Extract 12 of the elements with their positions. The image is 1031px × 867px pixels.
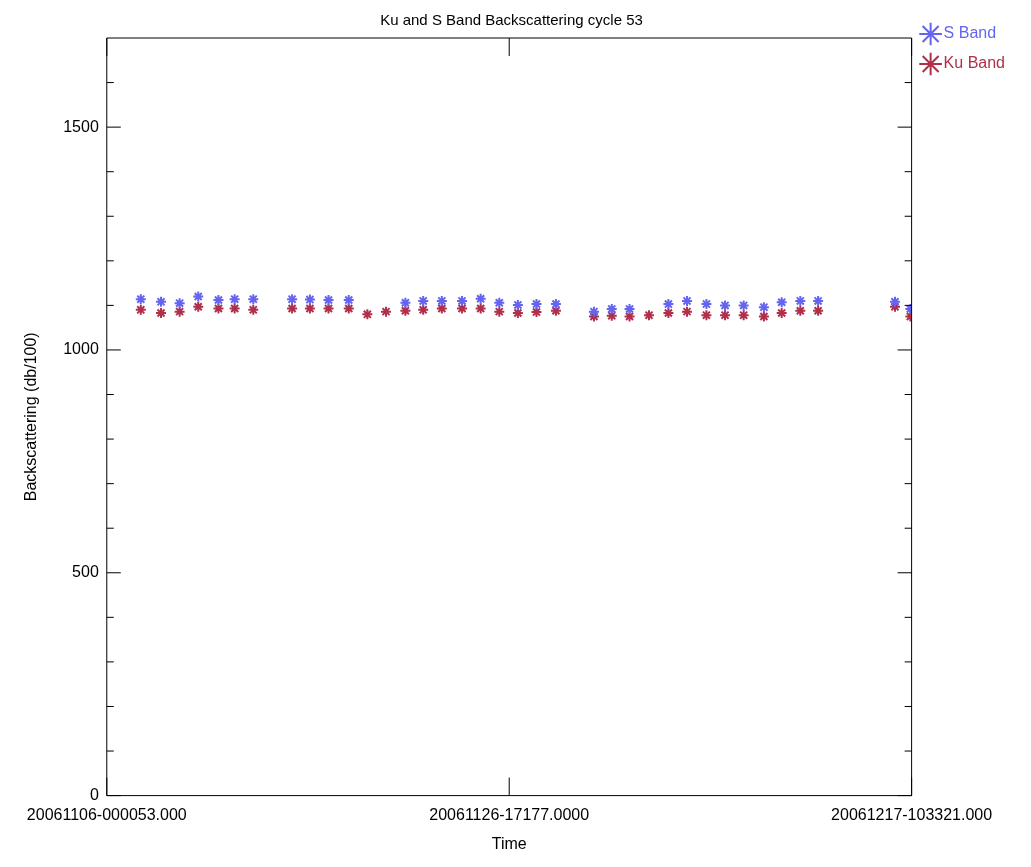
y-tick-label: 500 (72, 563, 99, 581)
y-axis-title: Backscattering (db/100) (22, 332, 40, 502)
y-tick-label: 1500 (63, 117, 99, 135)
y-tick-label: 1000 (63, 340, 99, 358)
x-tick-label: 20061126-17177.0000 (429, 805, 590, 823)
x-tick-label: 20061106-000053.000 (26, 805, 187, 823)
x-tick-label: 20061217-103321.000 (831, 805, 993, 823)
legend-label: S Band (943, 24, 997, 42)
legend-label: Ku Band (943, 54, 1006, 72)
x-axis-title: Time (491, 834, 527, 852)
y-tick-label: 0 (89, 786, 99, 804)
chart-title: Ku and S Band Backscattering cycle 53 (380, 11, 643, 29)
